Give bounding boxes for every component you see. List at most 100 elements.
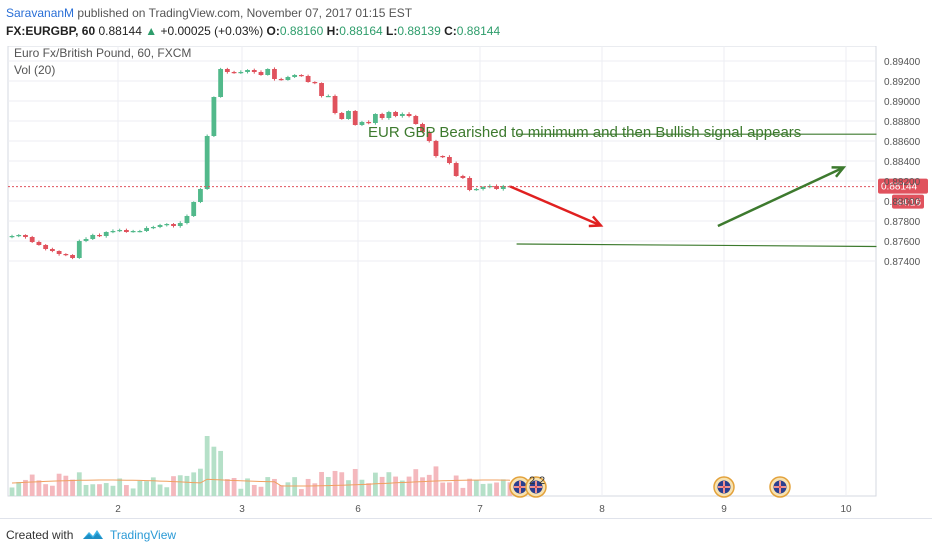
volume-bar xyxy=(272,478,277,496)
low-label: L: xyxy=(386,24,398,38)
volume-bar xyxy=(426,474,432,496)
candle-body xyxy=(433,141,439,156)
candle-body xyxy=(150,227,156,229)
volume-bar xyxy=(137,480,143,496)
candle-body xyxy=(332,96,338,113)
candle-body xyxy=(211,97,217,136)
candle-body xyxy=(467,178,473,190)
trend-line xyxy=(516,243,877,248)
volume-bar xyxy=(373,472,378,496)
close-label: C: xyxy=(444,24,457,38)
candle-body xyxy=(319,83,324,96)
candle-body xyxy=(144,228,149,231)
candle-body xyxy=(272,69,277,79)
volume-bar xyxy=(150,477,156,496)
arrow-shaft xyxy=(510,185,602,227)
candle-body xyxy=(325,96,331,98)
volume-bar xyxy=(83,484,89,496)
x-tick-label: 2 xyxy=(115,504,121,515)
close-value: 0.88144 xyxy=(456,24,501,38)
volume-bar xyxy=(406,476,412,496)
candle-body xyxy=(285,77,291,80)
volume-bar xyxy=(346,480,351,496)
arrow-shaft xyxy=(717,166,845,228)
price-change: +0.00025 (+0.03%) xyxy=(160,24,264,38)
uk-flag-event-icon[interactable] xyxy=(713,476,735,498)
candle-body xyxy=(29,237,35,242)
volume-bar xyxy=(224,479,230,496)
volume-bar xyxy=(124,485,129,496)
candle-body xyxy=(49,249,55,251)
open-value: 0.88160 xyxy=(279,24,324,38)
volume-bar xyxy=(298,489,304,496)
volume-bar xyxy=(238,488,244,496)
candle-body xyxy=(124,230,129,232)
candle-body xyxy=(137,231,143,233)
candle-body xyxy=(366,122,372,124)
candle-body xyxy=(90,235,96,239)
volume-bar xyxy=(473,479,479,496)
volume-bar xyxy=(420,477,425,496)
candle-body xyxy=(171,224,176,226)
symbol-label: FX:EURGBP, 60 xyxy=(6,24,96,38)
candle-body xyxy=(305,76,311,82)
candle-body xyxy=(56,251,62,254)
low-value: 0.88139 xyxy=(397,24,441,38)
arrow-head xyxy=(588,215,604,228)
volume-bar xyxy=(76,472,82,496)
volume-bar xyxy=(278,485,284,496)
candle-body xyxy=(265,69,271,75)
uk-flag-event-icon[interactable] xyxy=(509,476,531,498)
y-tick-label: 0.89000 xyxy=(884,97,921,108)
candle-body xyxy=(278,79,284,81)
arrow-head xyxy=(831,166,847,178)
x-tick-label: 3 xyxy=(239,504,245,515)
uk-flag-event-icon[interactable] xyxy=(769,476,791,498)
open-label: O: xyxy=(266,24,280,38)
volume-bar xyxy=(312,483,318,496)
volume-bar xyxy=(325,476,331,496)
volume-bar xyxy=(49,485,55,496)
candle-body xyxy=(426,132,432,141)
candle-body xyxy=(447,157,452,163)
candle-body xyxy=(231,72,237,74)
uk-flag-event-icon[interactable] xyxy=(525,476,547,498)
volume-bar xyxy=(460,487,466,496)
y-tick-label: 0.89400 xyxy=(884,57,921,68)
candle-body xyxy=(352,111,358,125)
volume-bar xyxy=(43,484,49,496)
volume-bar xyxy=(144,481,149,496)
countdown-tag xyxy=(892,194,924,209)
author-link[interactable]: SaravananM xyxy=(6,6,75,20)
candle-body xyxy=(339,113,345,119)
volume-bar xyxy=(359,479,365,496)
y-tick-label: 0.87600 xyxy=(884,237,921,248)
candle-body xyxy=(97,235,102,237)
volume-bar xyxy=(231,477,237,496)
candle-body xyxy=(9,236,15,238)
candle-body xyxy=(63,254,69,256)
countdown-tag-text: 44:16 xyxy=(896,198,921,209)
volume-bar xyxy=(285,482,291,496)
volume-bar xyxy=(184,475,190,496)
volume-indicator-label: Vol (20) xyxy=(14,63,55,77)
volume-bar xyxy=(9,487,15,496)
x-tick-label: 6 xyxy=(355,504,361,515)
candle-body xyxy=(480,187,486,189)
volume-bar xyxy=(204,436,210,496)
candle-body xyxy=(292,75,298,77)
y-tick-label: 0.88400 xyxy=(884,157,921,168)
tradingview-brand[interactable]: TradingView xyxy=(110,528,177,542)
volume-bar xyxy=(130,488,136,496)
volume-bar xyxy=(305,478,311,496)
volume-bar xyxy=(63,475,69,496)
volume-bar xyxy=(366,483,372,496)
volume-bar xyxy=(171,476,176,496)
last-price-line: 0.88144 44:16 xyxy=(8,178,928,209)
candle-body xyxy=(359,122,365,125)
volume-bars xyxy=(9,436,513,496)
candle-body xyxy=(16,235,22,237)
last-price: 0.88144 xyxy=(98,24,142,38)
